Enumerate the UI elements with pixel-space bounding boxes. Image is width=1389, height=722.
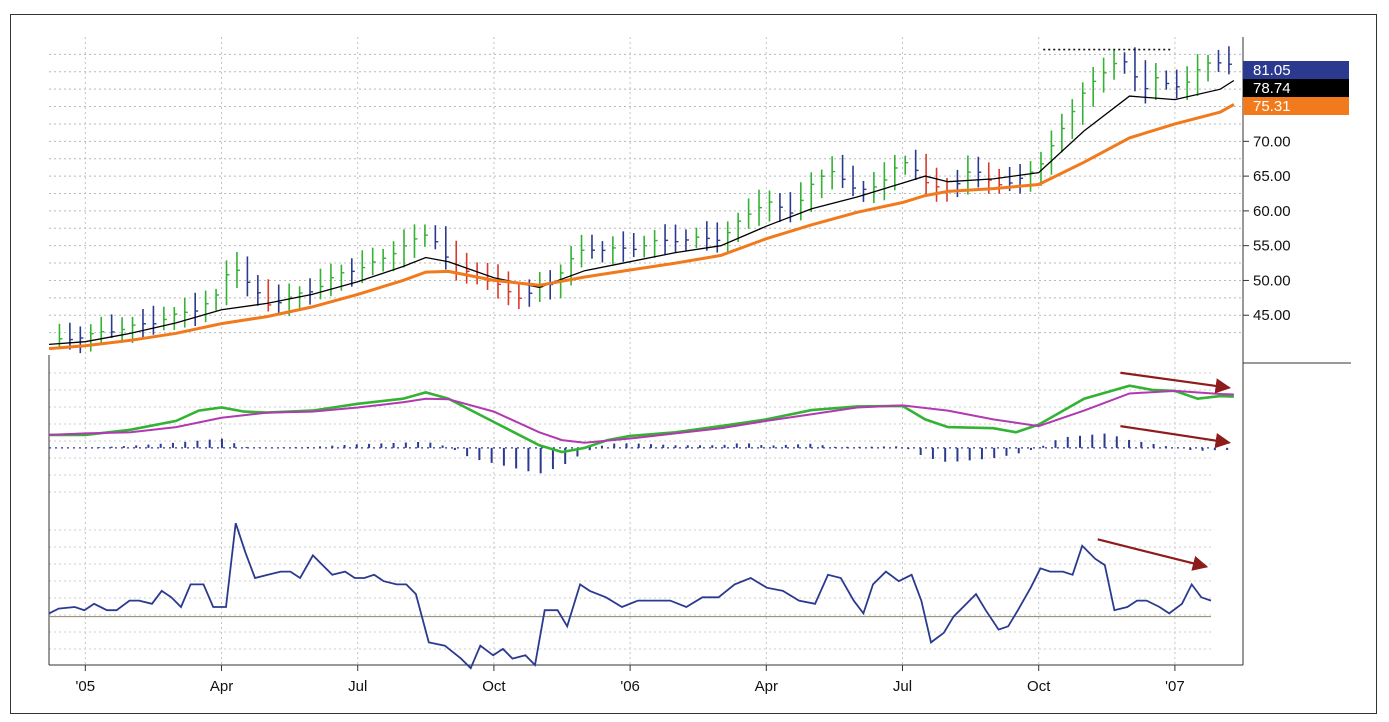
- last-value-badge-label: 78.74: [1253, 80, 1291, 97]
- x-axis-label: '05: [76, 678, 96, 695]
- price-axis-label: 55.00: [1253, 238, 1291, 255]
- oscillator-grid: [49, 372, 1211, 493]
- x-axis-label: Oct: [482, 678, 506, 695]
- x-axis-label: '07: [1165, 678, 1185, 695]
- momentum-grid: [49, 529, 1211, 650]
- x-axis-label: Apr: [210, 678, 233, 695]
- x-axis-label: Jul: [348, 678, 367, 695]
- macd-line: [49, 384, 1234, 454]
- chart-frame: 45.00 50.00 55.00 60.00 65.00 70.00 81.05 78.7…: [10, 14, 1377, 714]
- divergence-arrow: [1097, 538, 1209, 571]
- price-axis-label: 60.00: [1253, 203, 1291, 220]
- last-value-badge-label: 75.31: [1253, 98, 1291, 115]
- x-axis-label: Jul: [893, 678, 912, 695]
- short-moving-average-line: [48, 79, 1235, 346]
- x-axis-label: '06: [620, 678, 640, 695]
- price-bars: [58, 46, 1232, 354]
- last-value-badge-bg: [1243, 97, 1349, 115]
- divergence-arrow: [1120, 371, 1231, 394]
- oscillator-lines: [48, 384, 1234, 454]
- x-axis-label: Oct: [1027, 678, 1051, 695]
- price-axis-label: 45.00: [1253, 307, 1291, 324]
- price-lines: [48, 79, 1235, 351]
- price-axis-label: 65.00: [1253, 168, 1291, 185]
- annotations: [1043, 48, 1231, 571]
- price-axis-label: 70.00: [1253, 133, 1291, 150]
- chart-canvas: 45.00 50.00 55.00 60.00 65.00 70.00 81.0578.7…: [48, 37, 1351, 695]
- last-value-badge-bg: [1243, 79, 1349, 97]
- signal-line: [48, 389, 1234, 444]
- x-axis-label: Apr: [755, 678, 778, 695]
- price-grid: [49, 37, 1243, 665]
- momentum-line: [48, 522, 1212, 670]
- price-axis-label: 50.00: [1253, 272, 1291, 289]
- macd-histogram: [86, 433, 1229, 474]
- long-moving-average-line: [48, 103, 1235, 351]
- divergence-arrow: [1120, 425, 1231, 449]
- price-axis-labels: 45.00 50.00 55.00 60.00 65.00 70.00: [1243, 133, 1291, 324]
- x-axis-labels: '05 Apr Jul Oct '06 Apr Jul Oct '07: [76, 665, 1185, 695]
- momentum-lines: [48, 522, 1212, 670]
- last-value-badge-bg: [1243, 61, 1349, 79]
- last-value-badge-label: 81.05: [1253, 62, 1291, 79]
